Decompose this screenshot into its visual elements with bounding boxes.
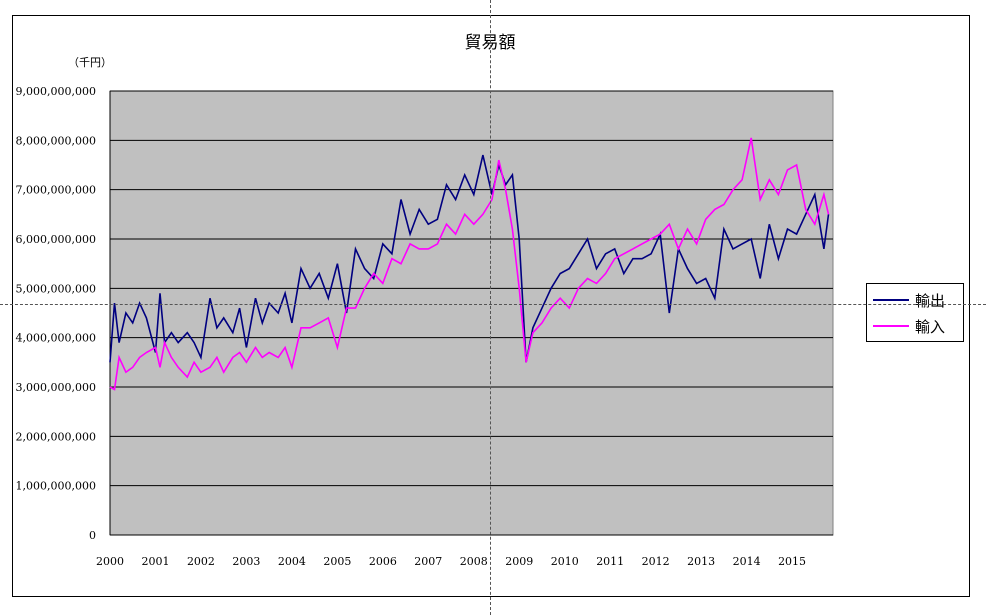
x-tick-label: 2003 xyxy=(232,555,260,568)
x-tick-label: 2012 xyxy=(642,555,670,568)
legend: 輸出 輸入 xyxy=(866,283,964,342)
x-tick-label: 2011 xyxy=(596,555,624,568)
x-tick-label: 2009 xyxy=(505,555,533,568)
series-lines xyxy=(109,137,830,391)
legend-label-import: 輸入 xyxy=(915,317,946,336)
x-tick-label: 2013 xyxy=(687,555,715,568)
crosshair-horizontal xyxy=(0,304,986,305)
series-line-export xyxy=(109,154,830,363)
y-tick-label: 3,000,000,000 xyxy=(16,381,96,394)
y-axis: 0 1,000,000,000 2,000,000,000 3,000,000,000… xyxy=(16,85,96,542)
y-tick-label: 6,000,000,000 xyxy=(16,233,96,246)
x-tick-label: 2001 xyxy=(141,555,169,568)
y-tick-label: 0 xyxy=(89,529,96,542)
x-tick-label: 2007 xyxy=(414,555,442,568)
x-tick-label: 2014 xyxy=(733,555,761,568)
y-tick-label: 9,000,000,000 xyxy=(16,85,96,98)
x-axis: 2000 2001 2002 2003 2004 2005 2006 2007 2008 2009… xyxy=(96,555,806,568)
x-tick-label: 2005 xyxy=(323,555,351,568)
x-tick-label: 2006 xyxy=(369,555,397,568)
crosshair-vertical xyxy=(490,0,491,615)
x-tick-label: 2004 xyxy=(278,555,306,568)
x-tick-label: 2015 xyxy=(778,555,806,568)
legend-item-export: 輸出 xyxy=(873,290,945,310)
series-line-import xyxy=(109,137,830,391)
y-tick-label: 4,000,000,000 xyxy=(16,332,96,345)
y-tick-label: 8,000,000,000 xyxy=(16,134,96,147)
legend-item-import: 輸入 xyxy=(873,316,945,336)
x-tick-label: 2002 xyxy=(187,555,215,568)
unit-label: （千円） xyxy=(68,56,112,69)
x-tick-label: 2008 xyxy=(460,555,488,568)
y-tick-label: 7,000,000,000 xyxy=(16,184,96,197)
y-tick-label: 5,000,000,000 xyxy=(16,282,96,295)
x-tick-label: 2010 xyxy=(551,555,579,568)
legend-label-export: 輸出 xyxy=(915,291,946,310)
x-tick-label: 2000 xyxy=(96,555,124,568)
y-tick-label: 2,000,000,000 xyxy=(16,430,96,443)
plot-area xyxy=(109,90,834,536)
y-tick-label: 1,000,000,000 xyxy=(16,480,96,493)
legend-swatch-export xyxy=(873,299,909,301)
legend-swatch-import xyxy=(873,325,909,327)
